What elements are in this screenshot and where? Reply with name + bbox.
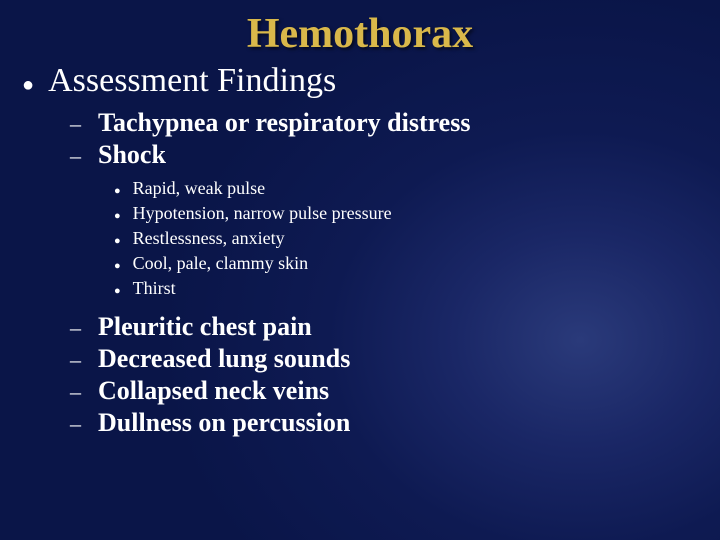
main-heading: ● Assessment Findings — [22, 62, 720, 102]
dash-icon: – — [70, 411, 88, 437]
list-item: ● Cool, pale, clammy skin — [114, 253, 720, 275]
bullet-icon: ● — [114, 282, 121, 300]
list-item: ● Hypotension, narrow pulse pressure — [114, 203, 720, 225]
list-item-text: Collapsed neck veins — [98, 376, 329, 406]
list-item-text: Restlessness, anxiety — [133, 228, 285, 249]
bullet-icon: ● — [114, 232, 121, 250]
list-item: ● Rapid, weak pulse — [114, 178, 720, 200]
list-item-text: Rapid, weak pulse — [133, 178, 265, 199]
list-item: – Decreased lung sounds — [70, 344, 720, 374]
list-item-text: Hypotension, narrow pulse pressure — [133, 203, 392, 224]
dash-icon: – — [70, 347, 88, 373]
list-item-text: Shock — [98, 140, 166, 170]
dash-icon: – — [70, 143, 88, 169]
list-item: – Collapsed neck veins — [70, 376, 720, 406]
dash-icon: – — [70, 379, 88, 405]
list-item: ● Restlessness, anxiety — [114, 228, 720, 250]
list-item: – Pleuritic chest pain — [70, 312, 720, 342]
bullet-icon: ● — [114, 182, 121, 200]
list-item: – Dullness on percussion — [70, 408, 720, 438]
heading-text: Assessment Findings — [48, 62, 336, 100]
slide-title: Hemothorax — [0, 0, 720, 58]
list-item-text: Dullness on percussion — [98, 408, 350, 438]
sub-list-top: – Tachypnea or respiratory distress – Sh… — [70, 108, 720, 438]
list-item-text: Tachypnea or respiratory distress — [98, 108, 470, 138]
list-item: – Shock — [70, 140, 720, 170]
nested-list: ● Rapid, weak pulse ● Hypotension, narro… — [114, 178, 720, 300]
list-item-text: Decreased lung sounds — [98, 344, 350, 374]
bullet-icon: ● — [114, 207, 121, 225]
list-item-text: Pleuritic chest pain — [98, 312, 312, 342]
list-item: – Tachypnea or respiratory distress — [70, 108, 720, 138]
bullet-icon: ● — [114, 257, 121, 275]
list-item: ● Thirst — [114, 278, 720, 300]
list-item-text: Cool, pale, clammy skin — [133, 253, 308, 274]
dash-icon: – — [70, 111, 88, 137]
bullet-icon: ● — [22, 68, 34, 102]
list-item-text: Thirst — [133, 278, 176, 299]
dash-icon: – — [70, 315, 88, 341]
